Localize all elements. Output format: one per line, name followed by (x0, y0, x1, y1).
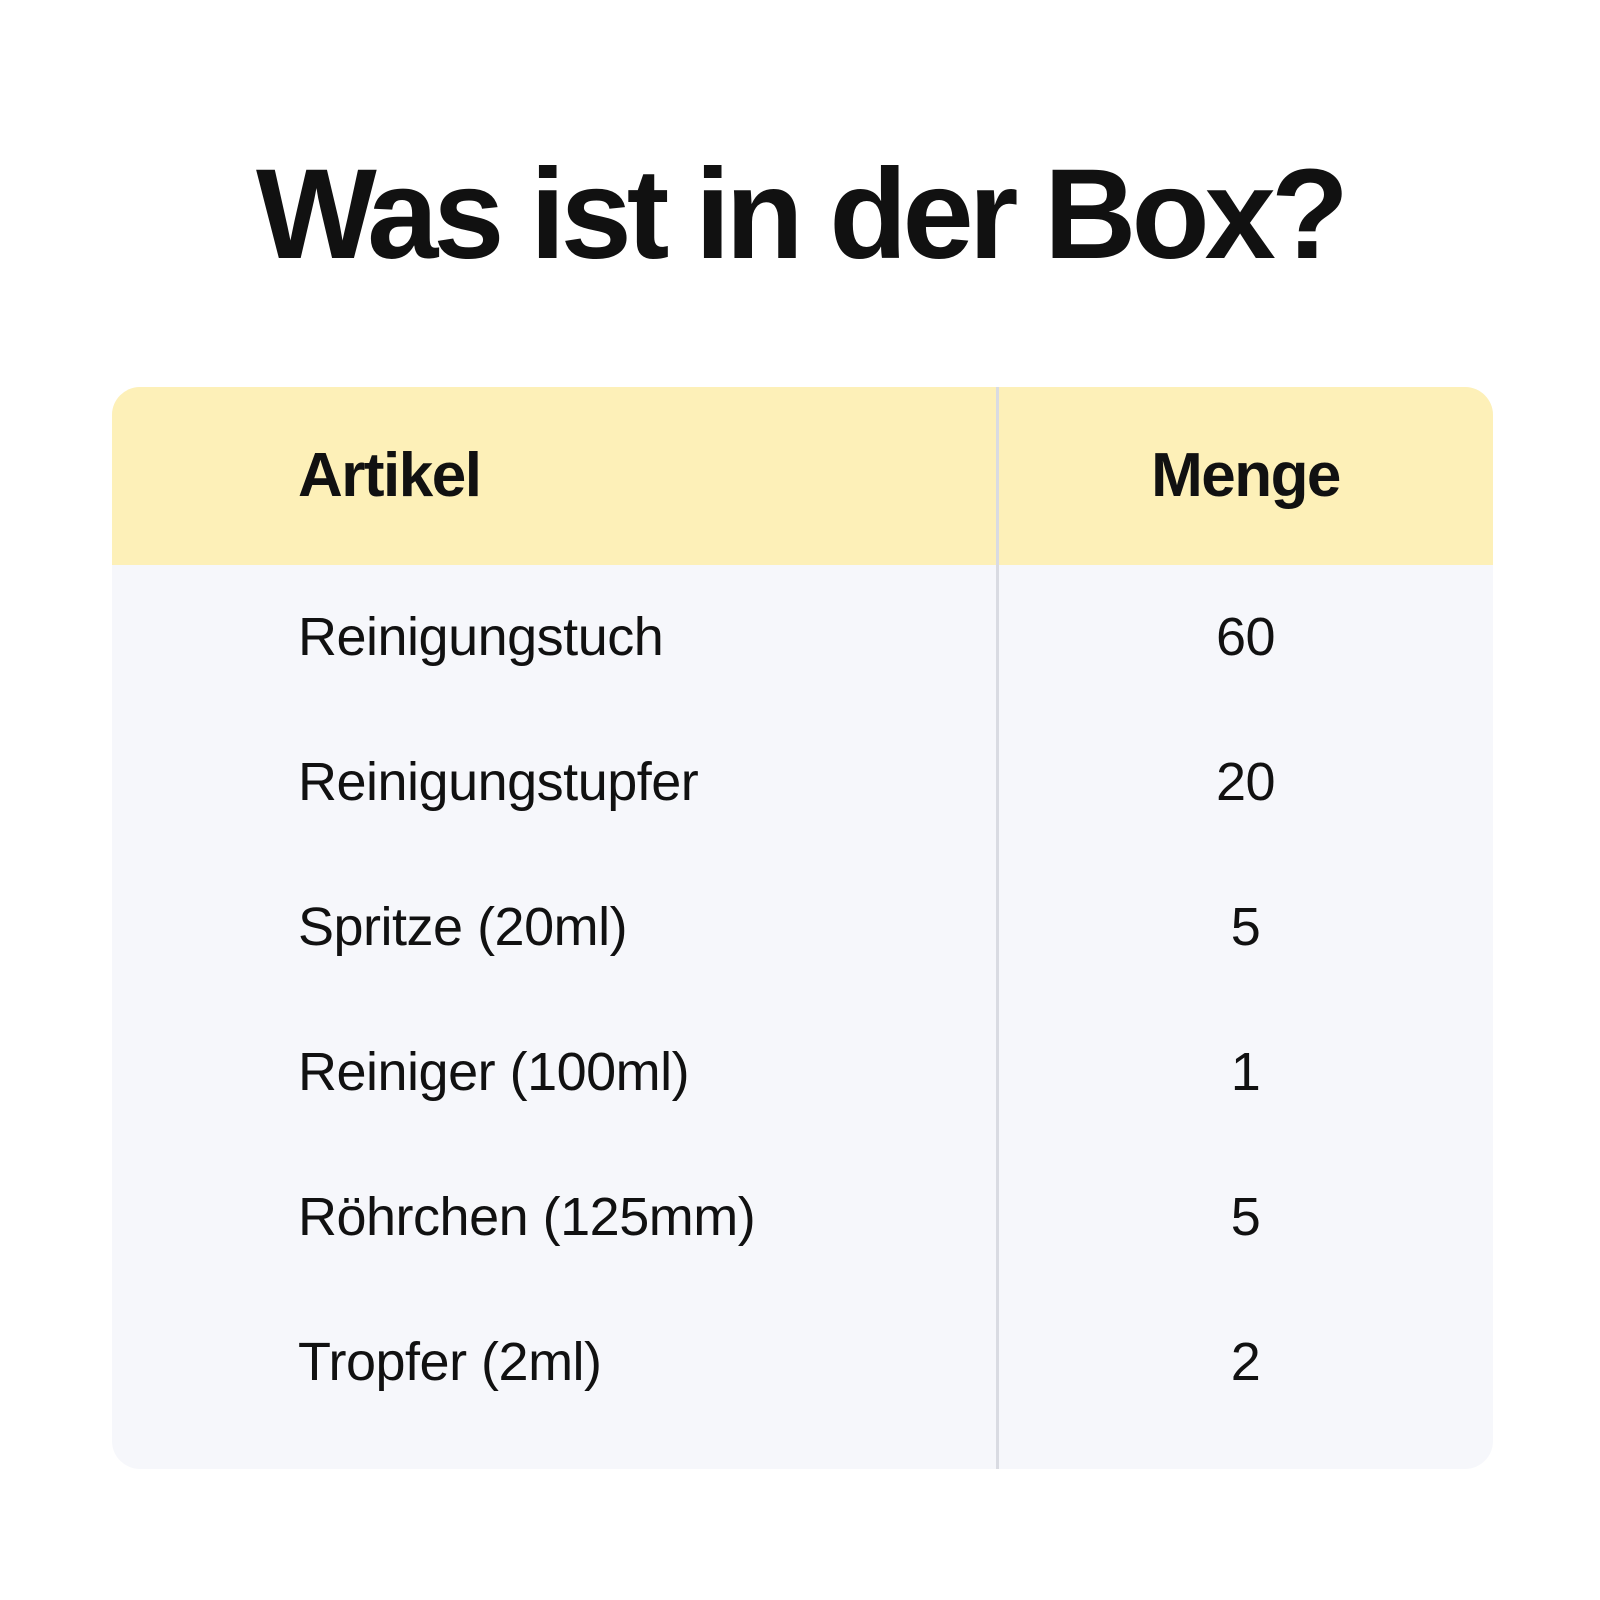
item-name-cell: Reiniger (100ml) (298, 1042, 690, 1102)
column-divider (996, 387, 999, 1469)
quantity-cell: 1 (1230, 1042, 1261, 1102)
item-name-cell: Tropfer (2ml) (298, 1332, 602, 1392)
quantity-cell: 20 (1215, 752, 1276, 812)
item-name-cell: Röhrchen (125mm) (298, 1187, 756, 1247)
quantity-cell: 2 (1230, 1332, 1261, 1392)
quantity-cell: 5 (1230, 1187, 1261, 1247)
table-row: Tropfer (2ml) 2 (112, 1290, 1493, 1435)
item-name-cell: Reinigungstupfer (298, 752, 699, 812)
table-row: Röhrchen (125mm) 5 (112, 1145, 1493, 1290)
table-row: Reiniger (100ml) 1 (112, 1000, 1493, 1145)
column-header-quantity: Menge (1151, 441, 1341, 510)
table-row: Reinigungstupfer 20 (112, 710, 1493, 855)
page-title: Was ist in der Box? (256, 143, 1349, 286)
item-name-cell: Spritze (20ml) (298, 897, 628, 957)
table-row: Spritze (20ml) 5 (112, 855, 1493, 1000)
item-name-cell: Reinigungstuch (298, 607, 664, 667)
column-header-item: Artikel (298, 441, 482, 510)
quantity-cell: 5 (1230, 897, 1261, 957)
quantity-cell: 60 (1215, 607, 1276, 667)
contents-table: Artikel Menge Reinigungstuch 60 Reinigun… (112, 387, 1493, 1469)
table-row: Reinigungstuch 60 (112, 565, 1493, 710)
table-header-row: Artikel Menge (112, 387, 1493, 565)
